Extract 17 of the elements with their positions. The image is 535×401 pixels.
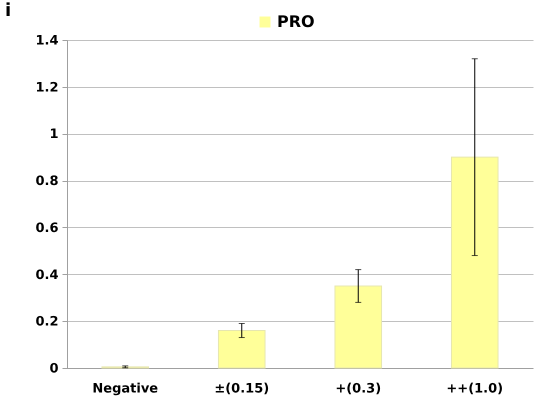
x-tick-label: +(0.3)	[335, 382, 382, 396]
y-tick-label: 0.4	[35, 268, 58, 283]
y-tick-label: 0	[49, 362, 58, 376]
x-tick-label: ±(0.15)	[214, 382, 270, 396]
bar	[450, 156, 499, 368]
bar	[218, 330, 266, 368]
y-tick-label: 1	[49, 127, 58, 142]
y-tick-label: 0.2	[35, 314, 58, 330]
bar	[334, 286, 382, 368]
y-tick-label: 0.6	[35, 220, 58, 236]
y-tick-label: 1.2	[35, 80, 58, 96]
x-tick-label: ++(1.0)	[446, 382, 504, 396]
y-tick-label: 1.4	[35, 34, 58, 48]
chart-title: i	[4, 0, 12, 21]
x-tick-label: Negative	[92, 382, 158, 396]
y-tick-label: 0.8	[35, 174, 58, 190]
legend-label: PRO	[277, 12, 315, 31]
